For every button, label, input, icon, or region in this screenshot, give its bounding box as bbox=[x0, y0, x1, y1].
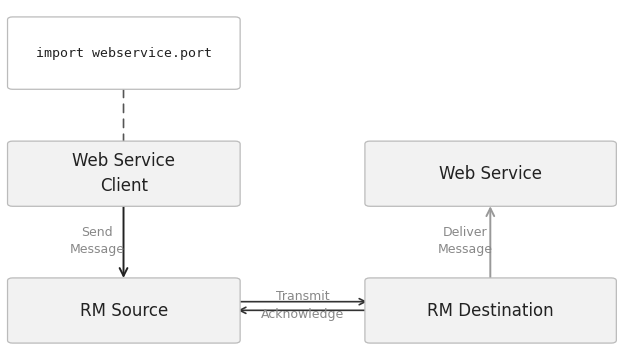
Text: Web Service
Client: Web Service Client bbox=[72, 152, 176, 195]
Text: import webservice.port: import webservice.port bbox=[36, 46, 212, 60]
FancyBboxPatch shape bbox=[365, 278, 616, 343]
Text: Web Service: Web Service bbox=[439, 165, 542, 183]
Text: Transmit: Transmit bbox=[276, 290, 330, 303]
FancyBboxPatch shape bbox=[8, 278, 240, 343]
FancyBboxPatch shape bbox=[8, 141, 240, 206]
FancyBboxPatch shape bbox=[365, 141, 616, 206]
Text: RM Source: RM Source bbox=[80, 301, 168, 320]
Text: RM Destination: RM Destination bbox=[428, 301, 554, 320]
Text: Send
Message: Send Message bbox=[70, 226, 125, 256]
Text: Deliver
Message: Deliver Message bbox=[438, 226, 493, 256]
Text: Acknowledge: Acknowledge bbox=[261, 308, 344, 321]
FancyBboxPatch shape bbox=[8, 17, 240, 89]
